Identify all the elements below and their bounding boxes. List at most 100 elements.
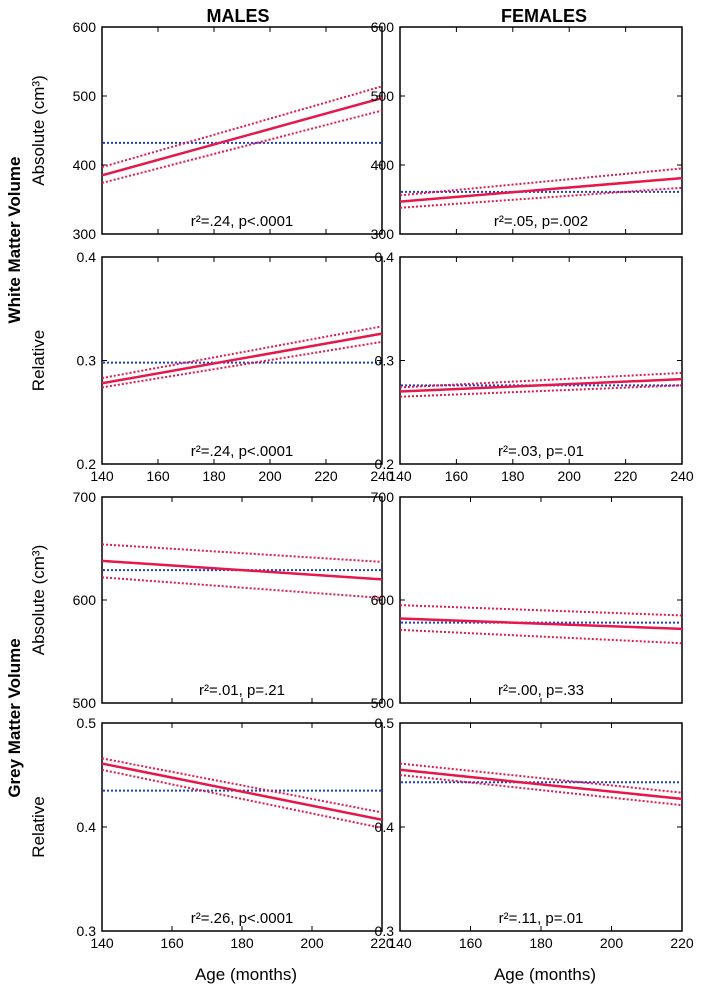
x-tick-label: 220 [670,935,694,951]
plot-frame [101,26,383,235]
regression-fit-line [101,762,383,821]
y-tick-label: 500 [73,88,97,104]
plot-frame [101,496,383,704]
panel-wm-rel-males: 0.2 0.3 0.4 140 160 180 200 220 240 Relative r²=.2… [29,249,394,484]
x-tick-label: 220 [314,468,338,484]
regression-stat-annotation: r²=.01, p=.21 [199,682,285,699]
panel-gm-rel-females: 0.3 0.4 0.5 140 160 180 200 220 r²=.11, p=.01 [375,715,694,951]
ci-upper-line [399,604,683,617]
y-tick-label: 0.3 [77,923,97,939]
panel-wm-abs-females: 300 400 500 600 r²=.05, p=.002 [371,19,683,242]
ci-lower-line [399,774,683,807]
x-tick-label: 140 [388,935,412,951]
ci-upper-line [399,371,683,389]
regression-stat-annotation: r²=.24, p<.0001 [191,213,294,230]
y-tick-label: 0.4 [77,249,97,265]
y-tick-label: 500 [371,88,395,104]
y-tick-label: 300 [371,226,395,242]
x-tick-label: 200 [600,935,624,951]
y-tick-label: 600 [73,19,97,35]
x-tick-label: 140 [388,468,412,484]
y-tick-label: 0.4 [375,249,395,265]
x-tick-label: 140 [90,468,114,484]
regression-fit-line [399,768,683,801]
ci-upper-line [399,762,683,794]
y-tick-label: 0.4 [77,819,97,835]
regression-fit-line [399,176,683,203]
regression-fit-line [101,559,383,581]
y-tick-label: 600 [73,592,97,608]
plot-frame [399,496,683,704]
y-tick-label: 300 [73,226,97,242]
y-tick-label: 600 [371,19,395,35]
ci-lower-line [101,109,383,184]
plot-frame [101,722,383,932]
x-axis-label-females: Age (months) [494,965,596,984]
regression-fit-line [399,377,683,393]
x-tick-label: 200 [300,935,324,951]
y-axis-label: Absolute (cm³) [29,545,48,656]
x-tick-label: 160 [160,935,184,951]
regression-fit-line [399,617,683,631]
y-tick-label: 0.2 [375,456,395,472]
regression-fit-line [101,96,383,177]
y-axis-label: Relative [29,796,48,857]
panel-wm-abs-males: 300 400 500 600 Absolute (cm³) r²=.24, p<.000… [29,19,383,242]
row-group-title-white-matter: White Matter Volume [5,157,24,324]
x-tick-label: 220 [370,935,394,951]
regression-stat-annotation: r²=.03, p=.01 [498,443,584,460]
ci-lower-line [101,576,383,599]
x-tick-label: 180 [529,935,553,951]
x-tick-label: 160 [445,468,469,484]
plot-frame [101,256,383,465]
row-group-title-grey-matter: Grey Matter Volume [5,638,24,797]
ci-upper-line [399,167,683,197]
y-tick-label: 700 [73,489,97,505]
y-tick-label: 0.4 [375,819,395,835]
regression-stat-annotation: r²=.24, p<.0001 [191,443,294,460]
y-axis-label: Absolute (cm³) [29,75,48,186]
y-tick-label: 0.5 [375,715,395,731]
x-tick-label: 160 [146,468,170,484]
y-tick-label: 0.5 [77,715,97,731]
panel-gm-abs-females: 500 600 700 r²=.00, p=.33 [371,489,683,711]
plot-frame [399,722,683,932]
x-tick-label: 240 [670,468,694,484]
regression-stat-annotation: r²=.05, p=.002 [494,213,588,230]
plot-frame [399,256,683,465]
y-axis-label: Relative [29,330,48,391]
y-tick-label: 500 [73,695,97,711]
ci-upper-line [101,757,383,814]
ci-upper-line [101,85,383,169]
panel-gm-abs-males: 500 600 700 Absolute (cm³) r²=.01, p=.21 [29,489,383,711]
x-tick-label: 180 [202,468,226,484]
y-tick-label: 0.3 [375,353,395,369]
y-tick-label: 500 [371,695,395,711]
ci-upper-line [101,325,383,380]
x-tick-label: 180 [501,468,525,484]
ci-lower-line [101,340,383,389]
y-tick-label: 700 [371,489,395,505]
column-title-males: MALES [207,6,270,26]
x-tick-label: 180 [230,935,254,951]
x-tick-label: 220 [614,468,638,484]
regression-stat-annotation: r²=.26, p<.0001 [191,910,294,927]
ci-lower-line [399,384,683,398]
ci-upper-line [101,543,383,563]
y-tick-label: 0.3 [375,923,395,939]
regression-stat-annotation: r²=.11, p=.01 [499,910,584,927]
x-axis-label-males: Age (months) [195,965,297,984]
y-tick-label: 0.2 [77,456,97,472]
y-tick-label: 400 [73,157,97,173]
x-tick-label: 200 [258,468,282,484]
x-tick-label: 160 [459,935,483,951]
x-tick-label: 140 [90,935,114,951]
ci-lower-line [399,628,683,645]
regression-fit-line [101,332,383,385]
panel-wm-rel-females: 0.2 0.3 0.4 140 160 180 200 220 240 r²=.03, p=.01 [375,249,694,484]
ci-lower-line [399,186,683,209]
y-tick-label: 0.3 [77,353,97,369]
regression-stat-annotation: r²=.00, p=.33 [498,682,584,699]
column-title-females: FEMALES [501,6,587,26]
